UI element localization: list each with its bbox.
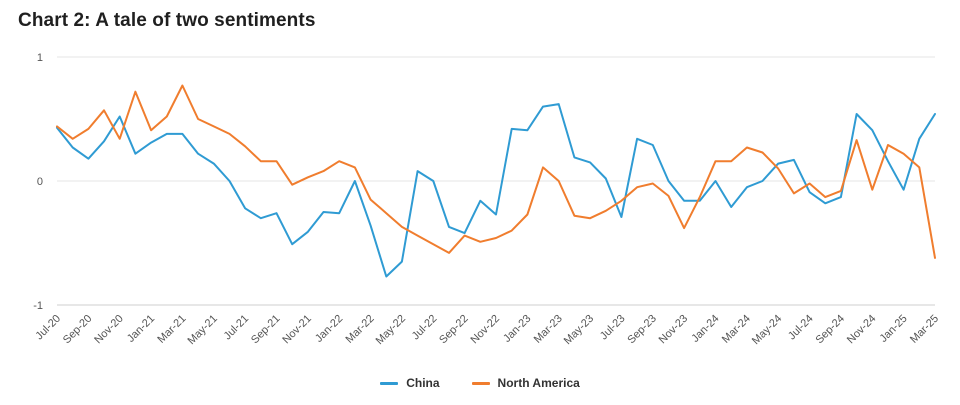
- x-tick-label: Sep-23: [625, 313, 659, 347]
- y-tick-label: 0: [37, 176, 43, 188]
- x-tick-label: Mar-25: [908, 313, 941, 346]
- series-lines: [56, 84, 936, 278]
- grid-lines: [57, 56, 935, 306]
- x-tick-label: May-22: [374, 313, 408, 347]
- chart-title: Chart 2: A tale of two sentiments: [18, 10, 316, 31]
- x-tick-label: Mar-21: [155, 313, 188, 346]
- x-tick-label: Sep-24: [813, 313, 847, 347]
- x-tick-label: Jan-24: [689, 313, 721, 345]
- x-tick-label: Jan-22: [313, 313, 345, 345]
- x-tick-label: May-24: [750, 313, 784, 347]
- legend-swatch-north-america: [471, 381, 490, 385]
- y-tick-label: 1: [37, 52, 43, 64]
- x-tick-label: Nov-22: [469, 313, 503, 347]
- x-tick-label: Nov-24: [845, 313, 879, 347]
- x-tick-label: Jul-23: [598, 313, 628, 343]
- legend: China North America: [0, 376, 960, 390]
- x-tick-label: Sep-22: [437, 313, 471, 347]
- x-tick-label: Sep-21: [249, 313, 283, 347]
- x-tick-label: Jul-21: [222, 313, 252, 343]
- x-tick-label: Jan-25: [877, 313, 909, 345]
- series-line-china: [56, 103, 936, 278]
- x-tick-label: Jul-24: [786, 313, 816, 343]
- x-tick-label: Jan-21: [125, 313, 157, 345]
- legend-swatch-china: [380, 381, 399, 385]
- series-line-north-america: [56, 84, 936, 259]
- legend-item-north-america[interactable]: North America: [471, 376, 580, 390]
- x-tick-label: Mar-23: [532, 313, 565, 346]
- x-tick-label: Nov-21: [280, 313, 314, 347]
- x-tick-label: May-21: [185, 313, 219, 347]
- x-tick-label: Jul-22: [410, 313, 440, 343]
- y-axis-labels: 1 0 -1: [33, 52, 43, 312]
- x-tick-label: Jan-23: [501, 313, 533, 345]
- x-tick-label: Mar-22: [344, 313, 377, 346]
- y-tick-label: -1: [33, 300, 43, 312]
- x-tick-label: May-23: [562, 313, 596, 347]
- legend-label-north-america: North America: [497, 376, 580, 390]
- legend-item-china[interactable]: China: [380, 376, 440, 390]
- x-tick-label: Jul-20: [33, 313, 63, 343]
- x-tick-label: Sep-20: [61, 313, 95, 347]
- x-tick-label: Mar-24: [720, 313, 753, 346]
- x-tick-label: Nov-20: [92, 313, 126, 347]
- x-tick-label: Nov-23: [657, 313, 691, 347]
- legend-label-china: China: [406, 376, 440, 390]
